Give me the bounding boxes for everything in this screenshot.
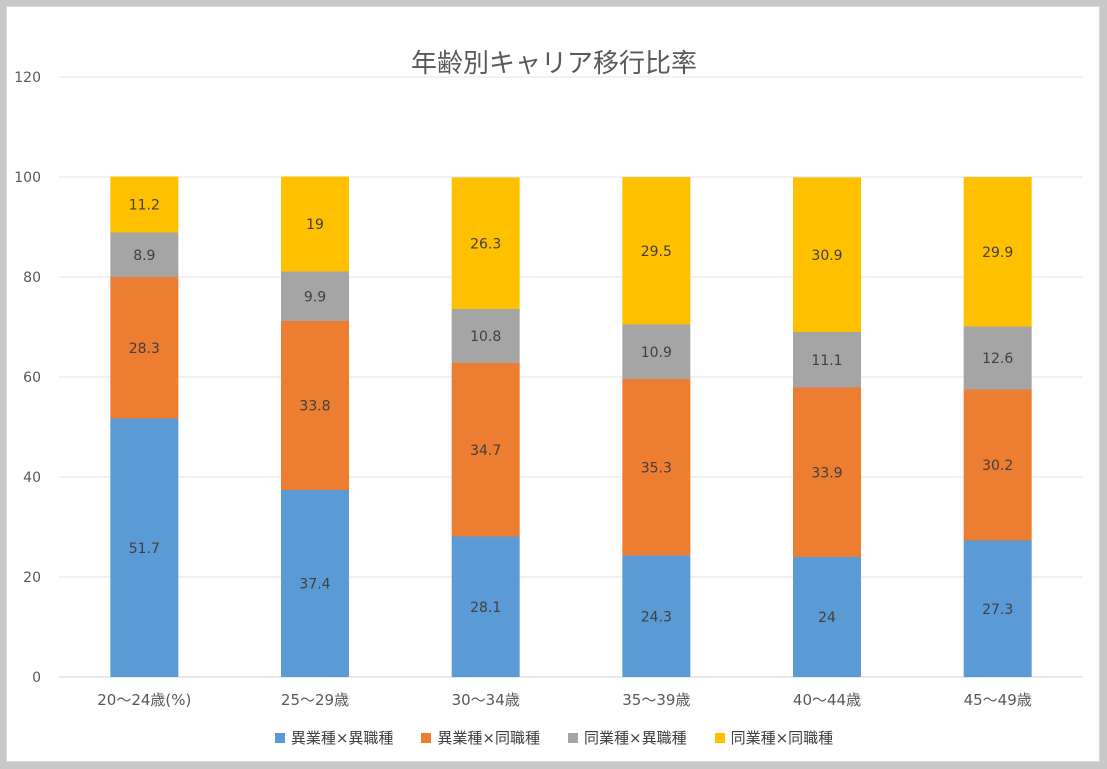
y-tick-label: 120: [14, 70, 41, 86]
bar-segment: [110, 277, 179, 419]
data-label: 33.9: [811, 465, 842, 481]
x-tick-label: 20～24歳(%): [97, 691, 191, 709]
data-label: 28.1: [470, 600, 501, 616]
bar-segment: [963, 540, 1032, 677]
data-label: 27.3: [982, 602, 1013, 618]
legend-item: 異業種×同職種: [421, 727, 540, 748]
y-tick-label: 40: [23, 470, 41, 486]
chart-title: 年齢別キャリア移行比率: [410, 49, 697, 79]
y-tick-label: 0: [32, 670, 41, 686]
stacked-bar-chart: 0 20 40 60 80 100 120 51.7 28.3 8.9 11.2 20～24歳(%) 3…: [14, 70, 1083, 709]
data-label: 24: [818, 610, 836, 626]
data-label: 51.7: [129, 541, 160, 557]
data-label: 33.8: [299, 399, 330, 415]
data-label: 37.4: [299, 577, 330, 593]
x-tick-label: 30～34歳: [452, 691, 520, 709]
data-label: 10.9: [641, 345, 672, 361]
data-label: 30.9: [811, 248, 842, 264]
bar-segment: [451, 309, 520, 363]
data-label: 8.9: [133, 248, 155, 264]
chart-frame: 年齢別キャリア移行比率 0 20 40 60 80 100 120 51.7 28.3 8.9 11…: [6, 6, 1100, 762]
bar-segment: [963, 326, 1032, 390]
data-label: 30.2: [982, 458, 1013, 474]
y-tick-label: 20: [23, 570, 41, 586]
legend-label: 異業種×同職種: [437, 729, 540, 747]
legend-label: 同業種×異職種: [584, 729, 687, 747]
data-label: 26.3: [470, 236, 501, 252]
bar-segment: [451, 363, 520, 537]
legend-swatch: [714, 732, 725, 743]
data-label: 10.8: [470, 329, 501, 345]
legend-swatch: [274, 732, 285, 743]
data-label: 24.3: [641, 609, 672, 625]
bar-segment: [963, 177, 1032, 327]
x-tick-label: 40～44歳: [793, 691, 861, 709]
x-tick-label: 25～29歳: [281, 691, 349, 709]
legend-swatch: [568, 732, 578, 743]
legend-item: 同業種×異職種: [568, 727, 687, 748]
data-label: 34.7: [470, 443, 501, 459]
data-label: 35.3: [641, 460, 672, 476]
bar-segment: [963, 389, 1032, 541]
y-tick-label: 60: [23, 370, 41, 386]
x-tick-label: 45～49歳: [964, 691, 1032, 709]
data-label: 28.3: [129, 341, 160, 357]
bar-segment: [451, 536, 520, 677]
bar-segment: [793, 387, 861, 557]
bar-segment: [281, 176, 349, 272]
legend-label: 同業種×同職種: [730, 729, 834, 747]
y-tick-label: 80: [23, 270, 41, 286]
bar-segment: [281, 271, 349, 321]
bar-segment: [793, 332, 861, 388]
bar-segment: [110, 232, 179, 277]
data-label: 11.1: [811, 353, 842, 369]
legend-item: 異業種×異職種: [274, 727, 394, 748]
bar-segment: [622, 324, 691, 379]
legend-label: 異業種×異職種: [290, 729, 394, 747]
bar-segment: [451, 177, 520, 309]
data-label: 12.6: [982, 351, 1013, 367]
bar-segment: [622, 177, 691, 325]
y-tick-label: 100: [14, 170, 41, 186]
data-label: 11.2: [129, 198, 160, 214]
x-tick-label: 35～39歳: [622, 691, 690, 709]
data-label: 19: [306, 217, 324, 233]
bar-segment: [793, 557, 861, 677]
legend: 異業種×異職種 異業種×同職種 同業種×異職種 同業種×同職種: [7, 727, 1101, 748]
bar-segment: [281, 321, 349, 490]
data-label: 29.9: [982, 245, 1013, 261]
data-label: 29.5: [641, 244, 672, 260]
bar-segment: [281, 490, 349, 677]
legend-swatch: [421, 732, 432, 743]
bar-segment: [110, 176, 179, 233]
bar-segment: [110, 418, 179, 677]
bar-segment: [622, 379, 691, 556]
legend-item: 同業種×同職種: [714, 727, 834, 748]
data-label: 9.9: [304, 289, 326, 305]
bar-segment: [622, 555, 691, 677]
bar-segment: [793, 177, 861, 332]
